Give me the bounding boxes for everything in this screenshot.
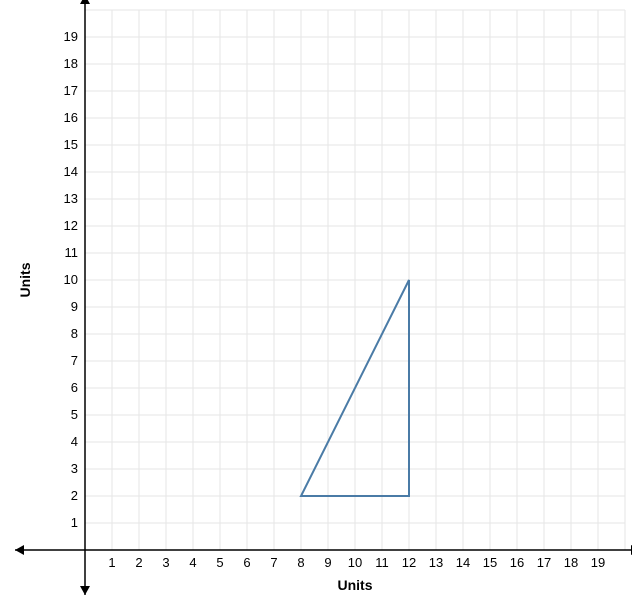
x-tick-label: 1 bbox=[108, 555, 115, 570]
x-tick-label: 8 bbox=[297, 555, 304, 570]
y-axis-title: Units bbox=[17, 262, 33, 297]
y-tick-label: 10 bbox=[64, 272, 78, 287]
x-tick-label: 6 bbox=[243, 555, 250, 570]
x-tick-label: 19 bbox=[591, 555, 605, 570]
x-tick-label: 2 bbox=[135, 555, 142, 570]
y-axis-arrow-down bbox=[80, 586, 90, 595]
x-tick-label: 13 bbox=[429, 555, 443, 570]
x-tick-label: 11 bbox=[375, 555, 389, 570]
x-axis-title: Units bbox=[338, 577, 373, 593]
x-tick-label: 12 bbox=[402, 555, 416, 570]
x-axis-arrow-left bbox=[15, 545, 24, 555]
y-axis-arrow-up bbox=[80, 0, 90, 4]
y-tick-label: 13 bbox=[64, 191, 78, 206]
x-tick-label: 15 bbox=[483, 555, 497, 570]
x-tick-label: 17 bbox=[537, 555, 551, 570]
x-tick-label: 10 bbox=[348, 555, 362, 570]
x-tick-label: 9 bbox=[324, 555, 331, 570]
y-tick-label: 7 bbox=[71, 353, 78, 368]
y-tick-label: 4 bbox=[71, 434, 78, 449]
x-tick-label: 3 bbox=[162, 555, 169, 570]
x-tick-label: 7 bbox=[270, 555, 277, 570]
y-tick-label: 17 bbox=[64, 83, 78, 98]
y-tick-label: 16 bbox=[64, 110, 78, 125]
y-tick-label: 3 bbox=[71, 461, 78, 476]
coordinate-grid-chart: 1234567891011121314151617181912345678910… bbox=[0, 0, 632, 606]
y-tick-label: 9 bbox=[71, 299, 78, 314]
x-tick-label: 5 bbox=[216, 555, 223, 570]
y-tick-label: 15 bbox=[64, 137, 78, 152]
y-tick-label: 2 bbox=[71, 488, 78, 503]
x-tick-label: 16 bbox=[510, 555, 524, 570]
y-tick-label: 8 bbox=[71, 326, 78, 341]
x-tick-label: 18 bbox=[564, 555, 578, 570]
x-tick-label: 4 bbox=[189, 555, 196, 570]
y-tick-label: 18 bbox=[64, 56, 78, 71]
y-tick-label: 6 bbox=[71, 380, 78, 395]
y-tick-label: 11 bbox=[65, 245, 79, 260]
y-tick-label: 14 bbox=[64, 164, 78, 179]
y-tick-label: 12 bbox=[64, 218, 78, 233]
y-tick-label: 19 bbox=[64, 29, 78, 44]
x-tick-label: 14 bbox=[456, 555, 470, 570]
y-tick-label: 5 bbox=[71, 407, 78, 422]
y-tick-label: 1 bbox=[71, 515, 78, 530]
